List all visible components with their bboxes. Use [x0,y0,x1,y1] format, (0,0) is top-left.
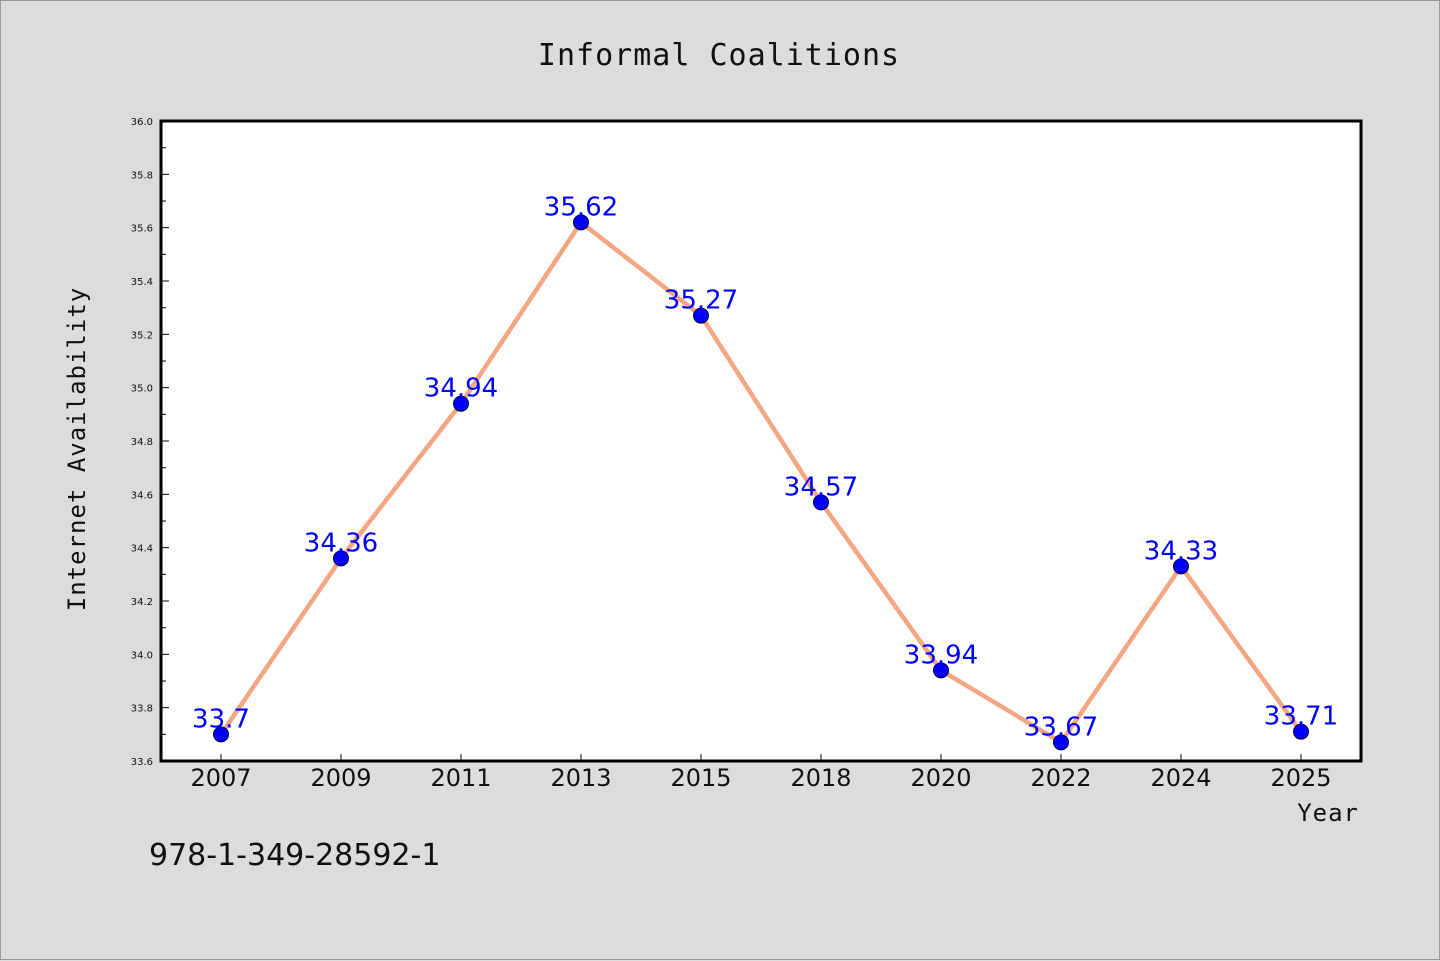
y-tick-label: 34.2 [131,597,153,608]
x-tick-label: 2009 [310,764,371,792]
y-tick-label: 34.0 [131,650,153,661]
y-tick-label: 36.0 [131,117,153,128]
plot-border [159,119,1363,763]
y-tick-label: 33.8 [131,704,153,715]
data-point [1173,558,1189,575]
x-tick-label: 2025 [1270,764,1331,792]
y-tick-label: 35.0 [131,384,153,395]
series-line [219,220,1303,745]
data-point [1293,723,1309,740]
x-tick-label: 2018 [790,764,851,792]
data-label: 34.36 [304,528,378,558]
y-tick-label: 35.8 [131,170,153,181]
y-tick-label: 33.6 [131,757,153,768]
x-axis: 2007 2009 2011 2013 2015 2018 2020 2022 2024 2025 [190,754,1332,792]
x-axis-label: Year [1297,799,1359,827]
y-tick-label: 34.8 [131,437,153,448]
chart-title: Informal Coalitions [538,38,900,73]
x-tick-label: 2013 [550,764,611,792]
x-tick-label: 2015 [670,764,731,792]
data-label: 33.7 [192,704,250,734]
data-label: 34.33 [1144,536,1218,566]
series-markers [213,214,1309,751]
data-point [1053,734,1069,751]
isbn-text: 978-1-349-28592-1 [149,838,440,873]
y-axis-label: Internet Availability [63,287,91,611]
y-tick-label: 34.6 [131,490,153,501]
data-point [453,395,469,412]
data-label: 33.94 [904,640,978,670]
y-tick-label: 35.2 [131,330,153,341]
x-tick-label: 2024 [1150,764,1211,792]
data-point [813,494,829,511]
x-tick-label: 2020 [910,764,971,792]
data-point [333,550,349,567]
x-tick-label: 2022 [1030,764,1091,792]
data-label: 33.71 [1264,702,1338,732]
y-tick-label: 34.4 [131,544,153,555]
y-tick-label: 35.4 [131,277,153,288]
series-polyline [219,220,1303,745]
y-tick-label: 35.6 [131,224,153,235]
data-point [213,726,229,743]
data-point [693,307,709,324]
data-point [573,214,589,231]
plot-area [161,121,1361,761]
data-label: 34.57 [784,472,858,502]
data-label: 33.67 [1024,712,1098,742]
data-label: 34.94 [424,374,498,404]
data-labels: 33.7 34.36 34.94 35.62 35.27 34.57 33.94 33.67 3… [192,192,1338,742]
x-tick-label: 2007 [190,764,251,792]
y-axis: 33.6 33.8 34.0 34.2 34.4 34.6 34.8 35.0 35.2 35.4… [131,117,169,768]
data-point [933,662,949,679]
data-label: 35.27 [664,286,738,316]
x-tick-label: 2011 [430,764,491,792]
data-label: 35.62 [544,192,618,222]
